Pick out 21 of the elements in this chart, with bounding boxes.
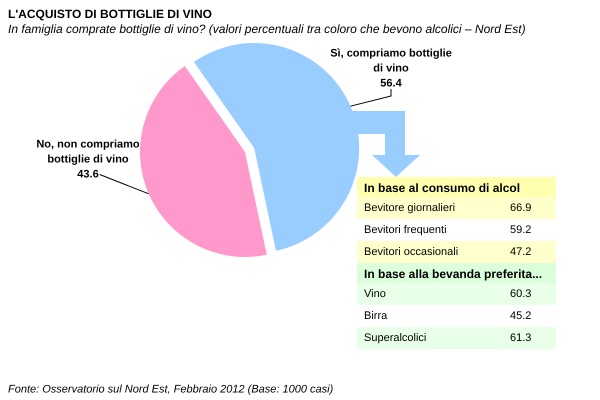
text: In base alla bevanda preferita... bbox=[364, 267, 542, 281]
category-label: Bevitori frequenti bbox=[364, 224, 447, 236]
slice-label: No, non compriamo bottiglie di vino bbox=[36, 138, 140, 166]
category-label: Vino bbox=[364, 288, 386, 300]
category-label: Bevitori occasionali bbox=[364, 246, 458, 258]
data-label: 66.9 bbox=[510, 202, 532, 214]
data-label: 43.6 bbox=[77, 168, 99, 180]
data-label: 61.3 bbox=[510, 332, 532, 344]
category-label: Birra bbox=[364, 310, 388, 322]
slice-label: Sì, compriamo bottiglie di vino bbox=[330, 48, 452, 74]
data-label: 59.2 bbox=[510, 224, 532, 236]
source-note: Fonte: Osservatorio sul Nord Est, Febbraio 2012 (Base: 1000 casi) bbox=[8, 384, 334, 396]
data-label: 47.2 bbox=[510, 246, 532, 258]
data-label: 60.3 bbox=[510, 288, 532, 300]
data-label: 45.2 bbox=[510, 310, 532, 322]
data-label: 56.4 bbox=[380, 78, 403, 90]
chart-subtitle: In famiglia comprate bottiglie di vino? (valori percentuali tra coloro che bevono alcolici – Nord Est) bbox=[8, 22, 526, 36]
category-label: Superalcolici bbox=[364, 332, 426, 344]
category-label: Bevitore giornalieri bbox=[364, 202, 456, 214]
text: In base al consumo di alcol bbox=[364, 181, 520, 195]
chart-title: L'ACQUISTO DI BOTTIGLIE DI VINO bbox=[8, 7, 212, 21]
